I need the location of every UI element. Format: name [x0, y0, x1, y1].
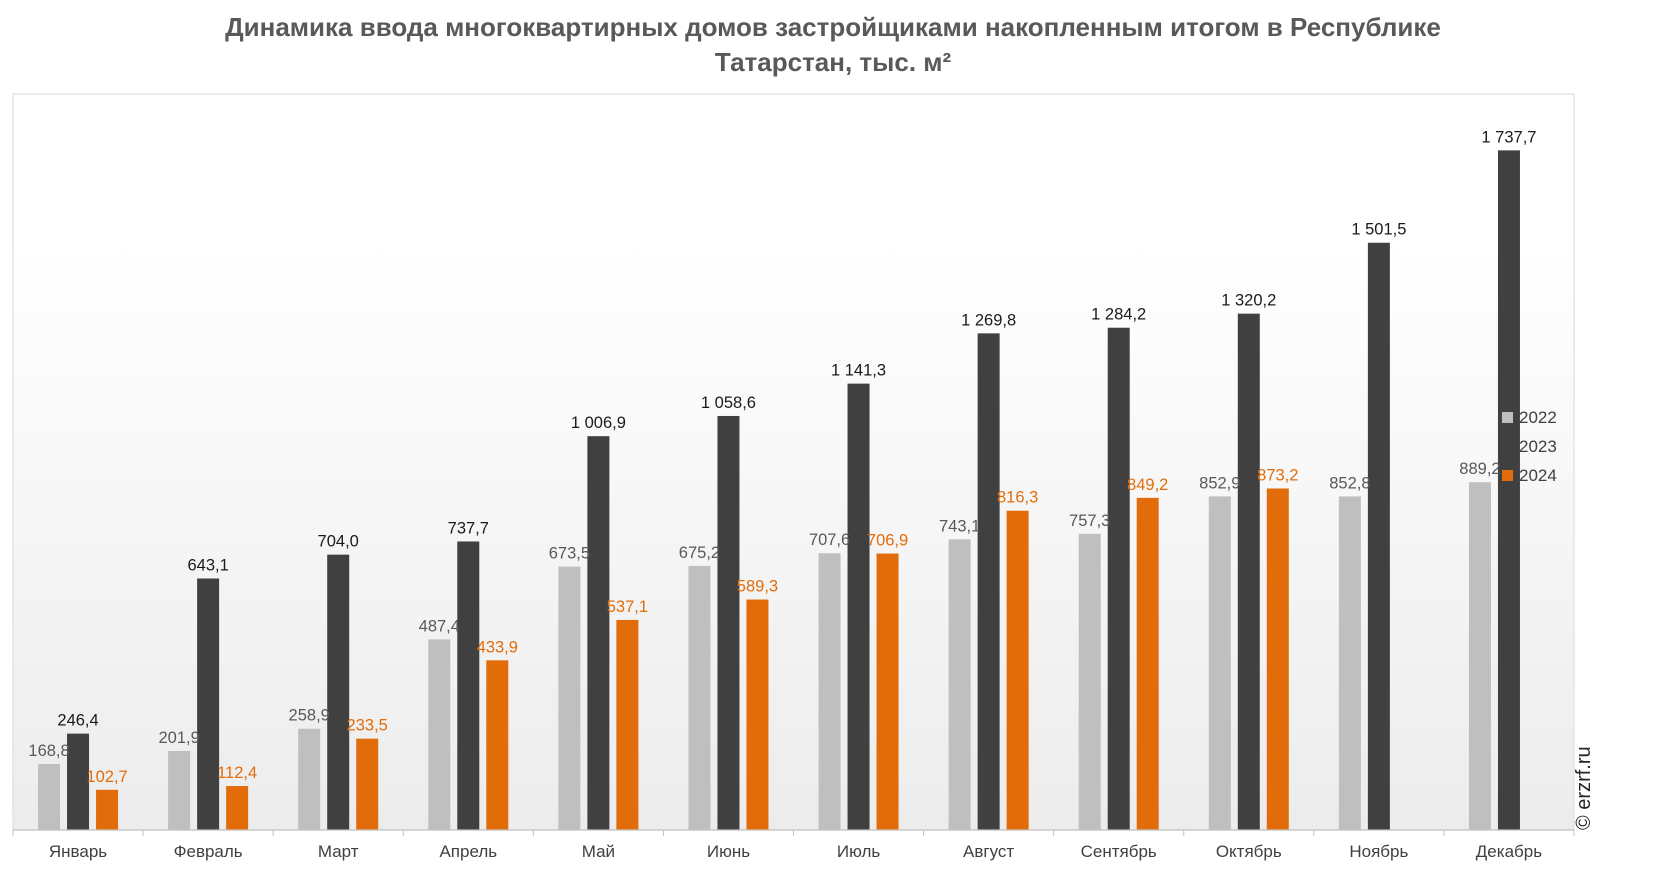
legend-swatch-2024	[1502, 470, 1513, 481]
bar-2022-0	[38, 763, 61, 830]
bar-2022-9	[1208, 496, 1231, 830]
bar-2023-6	[847, 383, 870, 830]
data-label-2024-5: 589,3	[737, 578, 778, 596]
bar-2024-2	[356, 738, 379, 830]
bar-2024-9	[1266, 488, 1289, 830]
data-label-2023-3: 737,7	[448, 519, 489, 537]
bar-2024-4	[616, 619, 639, 830]
bar-2024-1	[226, 786, 249, 830]
data-label-2023-1: 643,1	[187, 556, 228, 574]
x-tick-label: Апрель	[439, 842, 497, 861]
data-label-2023-7: 1 269,8	[961, 311, 1016, 329]
data-label-2022-4: 673,5	[549, 545, 590, 563]
data-label-2024-4: 537,1	[607, 598, 648, 616]
data-label-2023-4: 1 006,9	[571, 414, 626, 432]
bar-2022-10	[1338, 496, 1361, 830]
bar-2024-6	[876, 553, 899, 830]
bar-2023-7	[977, 333, 1000, 830]
bars	[38, 150, 1520, 831]
bar-2022-4	[558, 566, 581, 830]
data-label-2022-5: 675,2	[679, 544, 720, 562]
plot-area	[12, 93, 1575, 831]
legend-swatch-2023	[1502, 441, 1513, 452]
bar-2023-1	[197, 578, 220, 830]
bar-2024-0	[96, 789, 119, 830]
watermark: © erzrf.ru	[1573, 746, 1595, 830]
bar-2022-6	[818, 553, 841, 830]
legend: 2022 2023 2024	[1502, 408, 1557, 485]
bar-2023-2	[327, 554, 350, 830]
bar-2022-2	[298, 728, 321, 830]
data-label-2022-6: 707,6	[809, 531, 850, 549]
legend-label-2023: 2023	[1519, 437, 1557, 456]
data-label-2024-2: 233,5	[347, 717, 388, 735]
bar-2024-5	[746, 599, 769, 830]
x-tick-label: Март	[318, 842, 359, 861]
bar-2022-3	[428, 639, 451, 830]
legend-swatch-2022	[1502, 412, 1513, 423]
chart-title-line-2: Татарстан, тыс. м²	[715, 47, 952, 77]
legend-label-2022: 2022	[1519, 408, 1557, 427]
chart-title-line-1: Динамика ввода многоквартирных домов зас…	[225, 12, 1441, 42]
data-labels: 168,8 201,9 258,9 487,4 673,5 675,2 707,6 743,1…	[28, 128, 1536, 785]
x-tick-label: Февраль	[174, 842, 243, 861]
bar-2022-7	[948, 539, 971, 830]
data-label-2022-7: 743,1	[939, 517, 980, 535]
bar-2022-1	[168, 751, 191, 830]
data-label-2023-8: 1 284,2	[1091, 306, 1146, 324]
bar-2023-4	[587, 436, 610, 830]
bar-2023-8	[1107, 327, 1130, 830]
data-label-2024-9: 873,2	[1257, 466, 1298, 484]
x-tick-label: Сентябрь	[1081, 842, 1157, 861]
data-label-2022-0: 168,8	[28, 742, 69, 760]
legend-label-2024: 2024	[1519, 466, 1557, 485]
bar-2022-5	[688, 565, 711, 830]
bar-2024-7	[1006, 510, 1029, 830]
x-tick-label: Май	[582, 842, 615, 861]
x-axis-labels: Январь Февраль Март Апрель Май Июнь Июль Август…	[49, 842, 1542, 861]
bar-2023-10	[1367, 242, 1390, 830]
x-tick-label: Ноябрь	[1349, 842, 1408, 861]
data-label-2024-7: 816,3	[997, 489, 1038, 507]
data-label-2022-2: 258,9	[289, 707, 330, 725]
bar-2023-9	[1237, 313, 1260, 830]
data-label-2022-3: 487,4	[419, 617, 460, 635]
bar-2023-0	[67, 733, 90, 830]
data-label-2024-6: 706,9	[867, 532, 908, 550]
bar-2022-11	[1468, 482, 1491, 830]
data-label-2023-11: 1 737,7	[1481, 128, 1536, 146]
bar-2022-8	[1078, 533, 1101, 830]
x-axis-ticks	[12, 830, 1575, 836]
x-tick-label: Июль	[837, 842, 881, 861]
x-tick-label: Июнь	[707, 842, 750, 861]
bar-2023-5	[717, 415, 740, 830]
data-label-2023-2: 704,0	[318, 533, 359, 551]
data-label-2022-8: 757,3	[1069, 512, 1110, 530]
data-label-2022-11: 889,2	[1459, 460, 1500, 478]
data-label-2024-8: 849,2	[1127, 476, 1168, 494]
data-label-2023-9: 1 320,2	[1221, 292, 1276, 310]
bar-2023-11	[1497, 150, 1520, 831]
data-label-2022-10: 852,8	[1329, 474, 1370, 492]
data-label-2023-6: 1 141,3	[831, 362, 886, 380]
x-tick-label: Январь	[49, 842, 107, 861]
data-label-2023-5: 1 058,6	[701, 394, 756, 412]
data-label-2023-10: 1 501,5	[1351, 221, 1406, 239]
bar-2024-3	[486, 660, 509, 830]
data-label-2024-0: 102,7	[86, 768, 127, 786]
data-label-2022-1: 201,9	[158, 729, 199, 747]
data-label-2024-3: 433,9	[477, 638, 518, 656]
data-label-2023-0: 246,4	[57, 712, 98, 730]
x-tick-label: Декабрь	[1476, 842, 1542, 861]
x-tick-label: Октябрь	[1216, 842, 1282, 861]
bar-2023-3	[457, 541, 480, 830]
bar-2024-8	[1136, 497, 1159, 830]
data-label-2024-1: 112,4	[217, 764, 257, 782]
data-label-2022-9: 852,9	[1199, 474, 1240, 492]
x-tick-label: Август	[963, 842, 1014, 861]
